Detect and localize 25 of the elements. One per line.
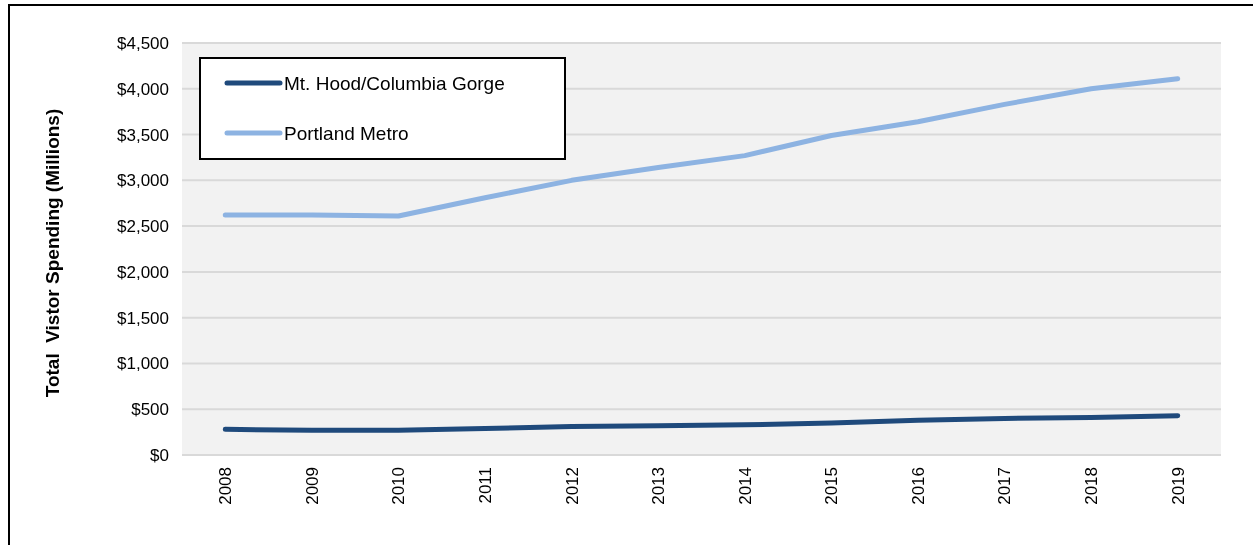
x-tick-label: 2015 <box>822 467 842 505</box>
x-tick-label: 2018 <box>1082 467 1102 505</box>
y-tick-label: $4,500 <box>117 33 169 53</box>
x-tick-label: 2016 <box>908 467 928 505</box>
x-tick-label: 2017 <box>995 467 1015 505</box>
y-tick-label: $3,000 <box>117 171 169 191</box>
y-axis-title: Total Vistor Spending (Millions) <box>41 108 63 398</box>
y-tick-label: $1,500 <box>117 308 169 328</box>
legend-label: Portland Metro <box>284 122 409 144</box>
y-tick-label: $2,500 <box>117 217 169 237</box>
x-tick-label: 2014 <box>735 467 755 505</box>
legend-label: Mt. Hood/Columbia Gorge <box>284 72 505 94</box>
x-tick-label: 2011 <box>475 467 495 504</box>
y-tick-label: $500 <box>131 400 169 420</box>
y-tick-label: $3,500 <box>117 125 169 145</box>
y-tick-label: $4,000 <box>117 79 169 99</box>
x-tick-label: 2009 <box>302 467 322 505</box>
x-tick-label: 2010 <box>389 467 409 505</box>
x-tick-label: 2012 <box>562 467 582 505</box>
y-tick-label: $2,000 <box>117 262 169 282</box>
x-tick-label: 2019 <box>1168 467 1188 505</box>
y-tick-label: $1,000 <box>117 354 169 374</box>
x-tick-label: 2008 <box>216 467 236 505</box>
x-tick-label: 2013 <box>649 467 669 505</box>
y-tick-label: $0 <box>150 445 169 465</box>
